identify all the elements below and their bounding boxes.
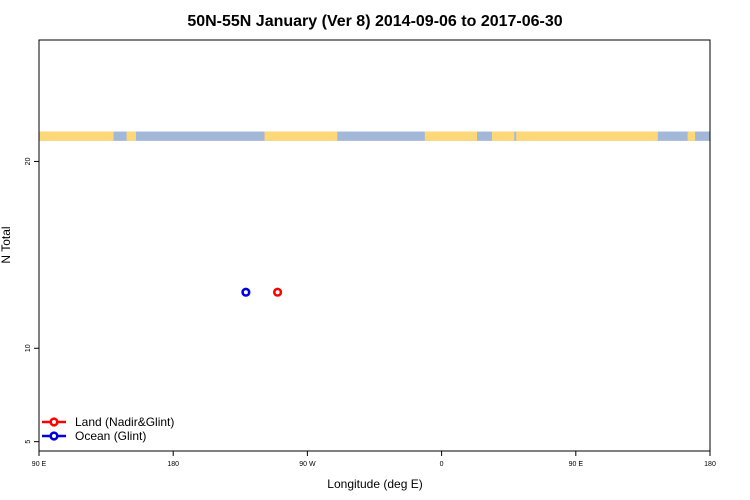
land-segment	[264, 131, 338, 141]
land-ocean-strip	[39, 131, 710, 141]
y-tick-label: 20	[25, 157, 32, 165]
x-tick-label: 90 E	[569, 461, 584, 468]
land-segment	[126, 131, 136, 141]
x-tick-label: 90 W	[299, 461, 316, 468]
data-point	[272, 287, 283, 297]
legend-marker	[49, 417, 59, 427]
y-axis: 5 10 20	[25, 157, 39, 444]
legend-item: Ocean (Glint)	[42, 429, 146, 443]
legend-marker	[49, 431, 59, 441]
x-tick-label: 180	[704, 461, 716, 468]
ocean-band	[39, 131, 710, 141]
land-segment	[491, 131, 515, 141]
x-axis: 90 E 180 90 W 0 90 E 180	[32, 451, 716, 468]
y-tick-label: 10	[25, 344, 32, 352]
chart-title: 50N-55N January (Ver 8) 2014-09-06 to 20…	[187, 13, 562, 30]
legend: Land (Nadir&Glint)Ocean (Glint)	[42, 415, 174, 443]
data-points	[241, 287, 283, 297]
plot-frame	[38, 39, 711, 452]
x-tick-label: 0	[440, 461, 444, 468]
legend-label: Ocean (Glint)	[75, 429, 146, 443]
x-tick-label: 180	[167, 461, 179, 468]
y-tick-label: 5	[25, 440, 32, 444]
land-segment	[516, 131, 658, 141]
land-segment	[687, 131, 696, 141]
legend-label: Land (Nadir&Glint)	[75, 415, 174, 429]
x-axis-label: Longitude (deg E)	[327, 477, 422, 491]
land-segment	[424, 131, 478, 141]
y-axis-label: N Total	[0, 226, 13, 263]
x-tick-label: 90 E	[32, 461, 47, 468]
data-point	[241, 287, 251, 297]
land-segment	[39, 131, 114, 141]
legend-item: Land (Nadir&Glint)	[42, 415, 174, 429]
